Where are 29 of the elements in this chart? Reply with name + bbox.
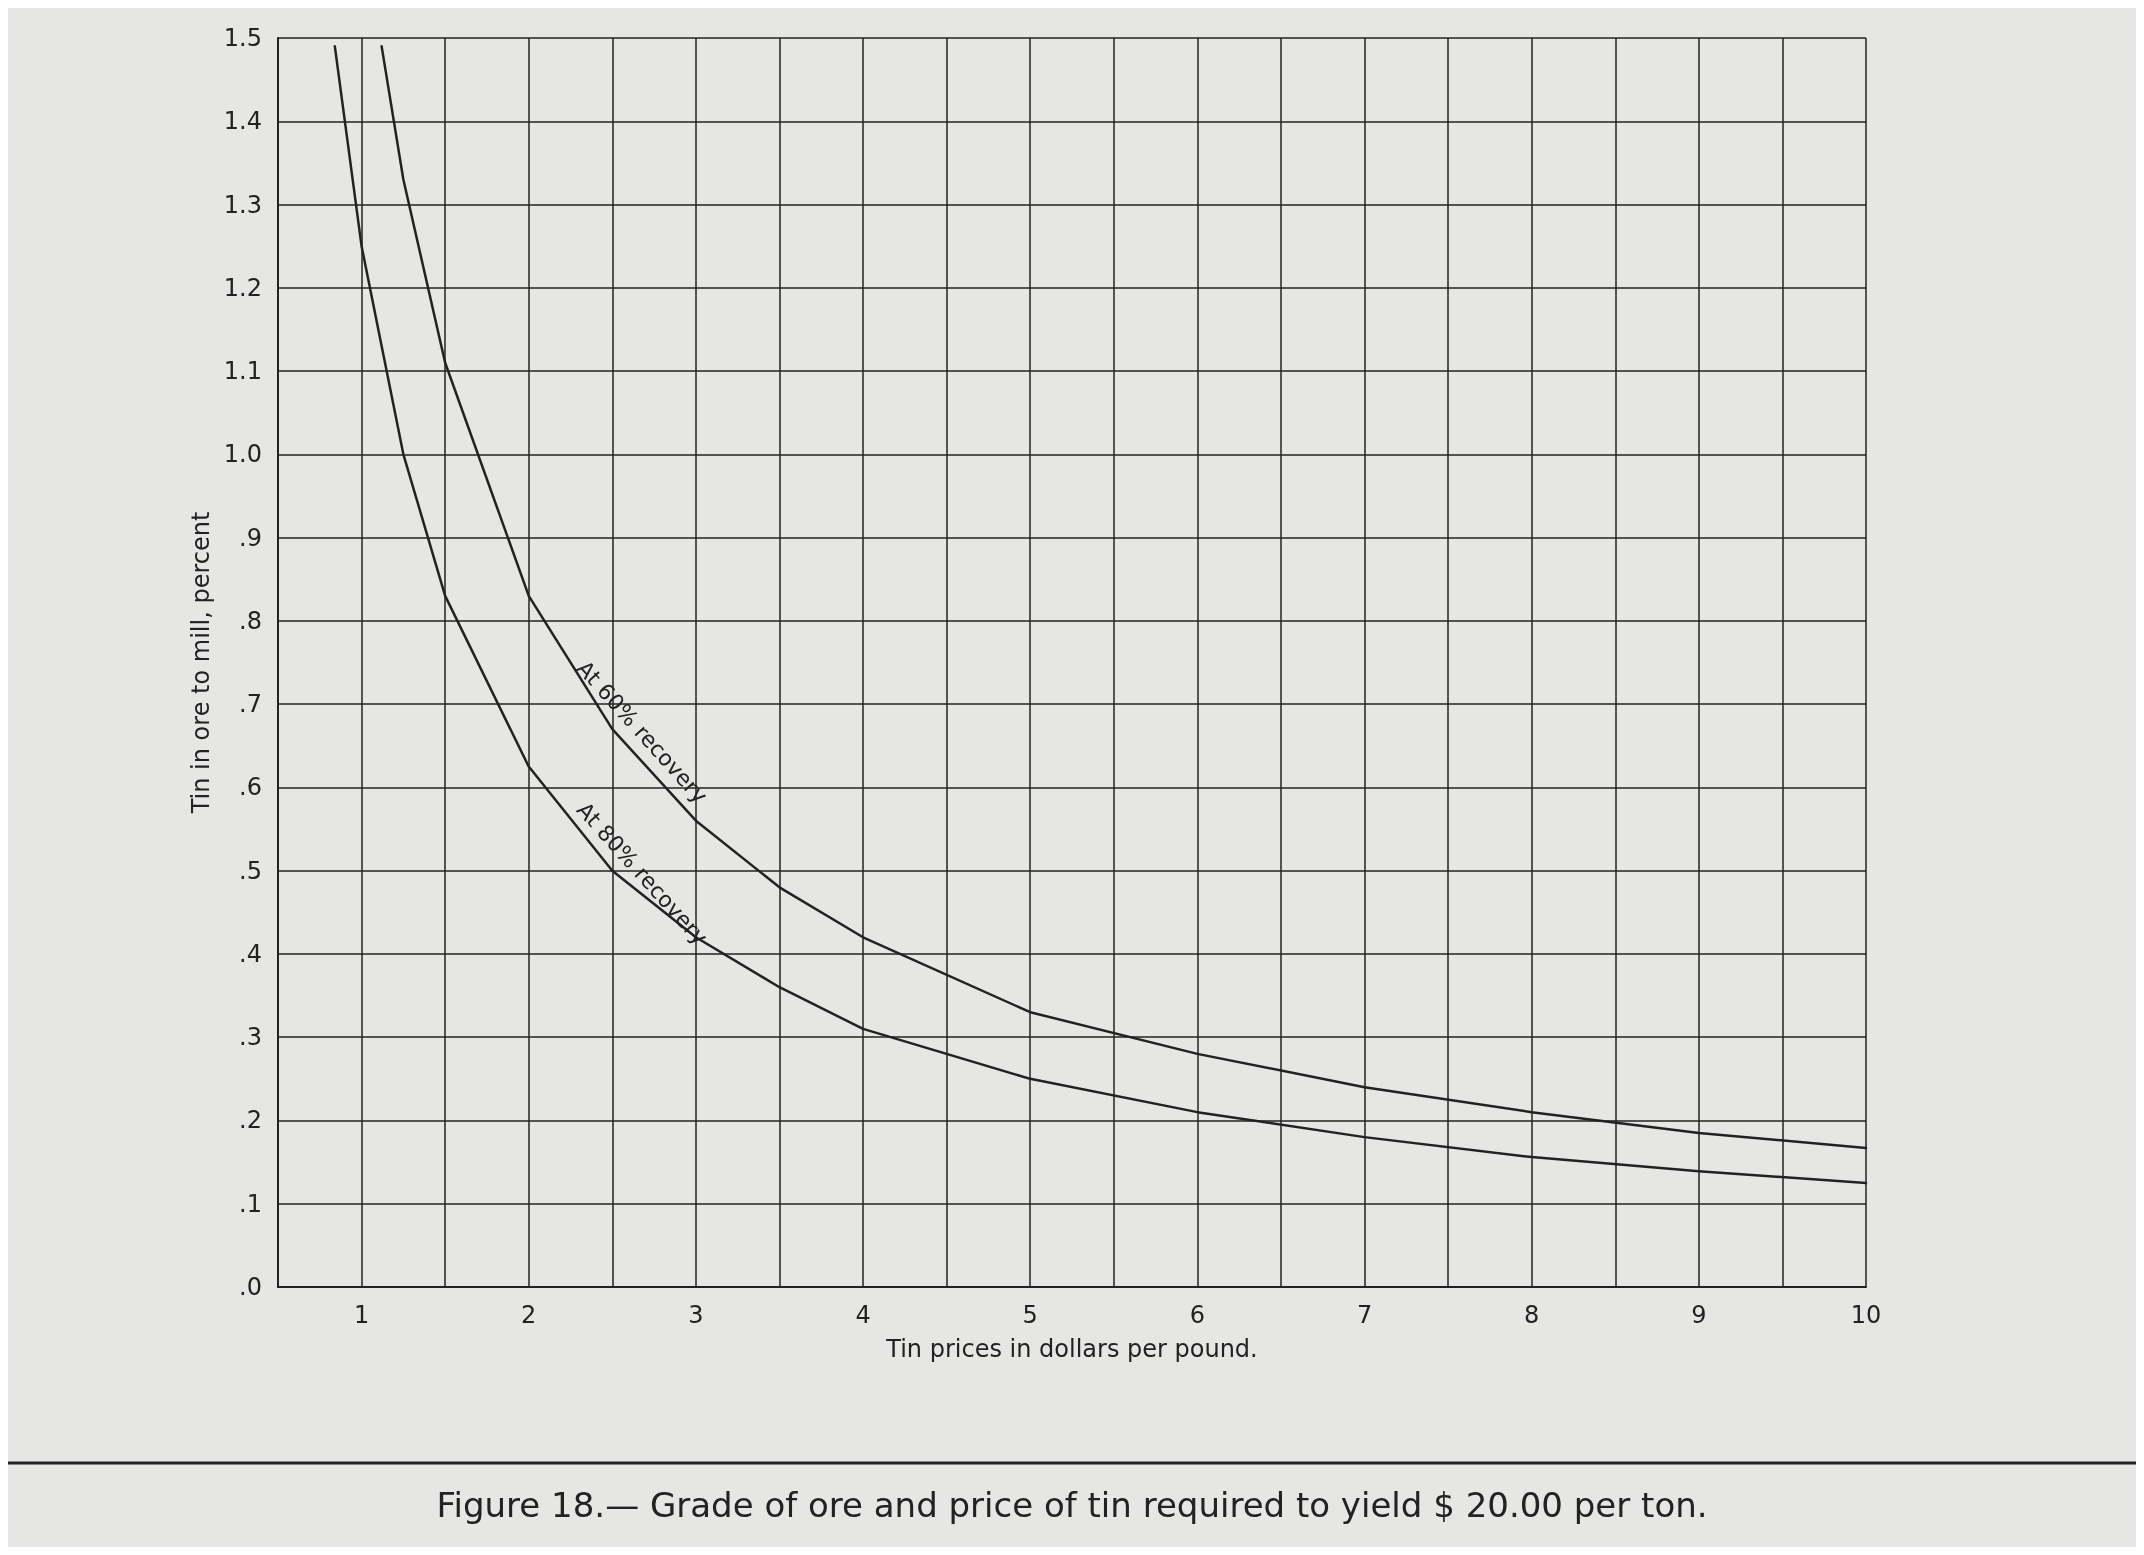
x-tick-label: 3 — [688, 1301, 704, 1329]
y-tick-label: .1 — [239, 1189, 262, 1218]
x-tick-label: 2 — [521, 1301, 537, 1329]
y-tick-label: .6 — [239, 773, 262, 802]
y-tick-label: 1.0 — [223, 440, 262, 469]
x-tick-label: 1 — [353, 1301, 370, 1329]
text: Figure 18.— Grade of ore and price of tin required to yield $ 20.00 per ton. — [436, 1485, 1708, 1525]
y-tick-label: .9 — [239, 523, 262, 552]
x-tick-label: 7 — [1356, 1301, 1373, 1329]
y-tick-label: 1.2 — [223, 273, 262, 302]
x-tick-label: 6 — [1189, 1301, 1206, 1329]
x-tick-label: 4 — [855, 1301, 871, 1329]
x-tick-label: 9 — [1691, 1301, 1707, 1329]
y-tick-label: .5 — [239, 856, 262, 885]
x-tick-label: 10 — [1850, 1301, 1882, 1329]
y-tick-label: .3 — [239, 1023, 262, 1052]
y-tick-label: 1.4 — [223, 107, 262, 136]
y-tick-label: .8 — [239, 606, 262, 635]
y-tick-label: 1.5 — [223, 24, 262, 52]
y-tick-label: .7 — [239, 690, 262, 719]
y-tick-label: 1.1 — [223, 357, 262, 386]
y-tick-label: .2 — [239, 1106, 262, 1135]
x-tick-label: 8 — [1524, 1301, 1540, 1329]
x-tick-label: 5 — [1022, 1301, 1038, 1329]
y-axis-title: Tin in ore to mill, percent — [186, 511, 215, 815]
x-axis-title: Tin prices in dollars per pound. — [885, 1335, 1258, 1363]
y-tick-label: .0 — [239, 1273, 262, 1301]
y-tick-label: .4 — [239, 939, 262, 968]
y-tick-label: 1.3 — [223, 190, 262, 219]
